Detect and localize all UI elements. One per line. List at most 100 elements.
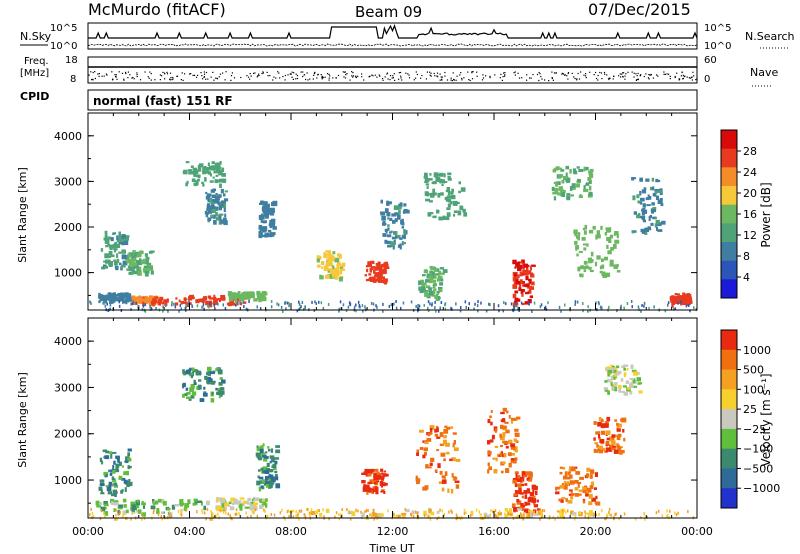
velocity-cell-2 [127,481,133,487]
power-cell-1 [142,301,145,307]
nave-dot [504,75,506,77]
power-speckle-cell [184,306,187,310]
power-cell-18 [675,299,681,304]
velocity-cell-3 [185,387,189,391]
power-cell-9 [340,264,345,267]
power-cell-9 [331,268,336,274]
nave-dot [575,79,578,81]
velocity-cell-8 [514,483,518,488]
velocity-cell-1 [233,498,238,502]
power-cell-7 [224,198,229,202]
power-colorbar-swatch [721,279,737,299]
power-cell-17 [655,220,660,225]
velocity-cell-1 [215,500,218,503]
velocity-cell-12 [310,511,316,515]
nave-dot [169,78,171,80]
power-speckle-cell [673,307,675,311]
power-cell-2 [178,299,181,303]
power-speckle-cell [106,302,108,306]
nave-dot [441,78,443,80]
velocity-speckle-cell [456,515,458,519]
velocity-cell-6 [453,476,458,480]
power-cell-18 [682,292,686,295]
velocity-cell-3 [186,396,191,399]
power-cell-10 [384,269,387,273]
velocity-cell-3 [218,393,221,399]
velocity-cell-0 [99,501,103,506]
power-speckle-cell [544,305,547,309]
velocity-colorbar-tick-label: 500 [743,364,764,377]
nave-dot [195,76,198,78]
power-cell-16 [614,239,620,244]
velocity-cell-2 [118,475,123,480]
power-cell-10 [384,261,388,265]
power-cell-16 [595,234,598,240]
power-cell-11 [394,231,398,236]
velocity-colorbar-swatch [721,488,737,509]
velocity-cell-11 [601,419,604,423]
power-cell-7 [210,215,214,218]
velocity-cell-11 [616,422,619,426]
nave-dot [408,74,410,76]
power-cell-2 [221,296,226,301]
velocity-speckle-cell [644,517,646,521]
velocity-cell-4 [274,473,278,477]
power-cell-13 [429,265,433,269]
power-cell-11 [402,210,406,214]
velocity-cell-7 [504,421,509,424]
power-cell-11 [403,203,407,207]
velocity-cell-0 [134,504,140,509]
power-cell-11 [380,199,383,204]
nave-dot [517,72,519,74]
power-cell-14 [530,264,536,267]
velocity-cell-1 [242,500,247,504]
nave-dot [450,77,452,79]
power-cell-0 [100,298,105,301]
nave-dot [530,77,532,79]
nave-dot [504,74,506,76]
velocity-cell-7 [490,410,493,413]
power-cell-6 [197,164,201,170]
nave-dot [633,76,635,78]
power-cell-7 [207,210,213,214]
velocity-cell-7 [508,439,513,444]
power-cell-6 [219,183,222,188]
velocity-speckle-cell [410,512,412,516]
velocity-cell-4 [267,446,270,449]
nave-dot [374,74,376,76]
power-cell-9 [337,253,341,257]
velocity-cell-5 [366,484,370,488]
velocity-cell-12 [578,511,581,515]
power-cell-17 [645,197,649,201]
power-cell-17 [642,203,646,208]
velocity-cell-4 [256,447,262,452]
velocity-cell-12 [530,512,534,518]
power-cell-9 [326,264,330,267]
nave-dot [169,72,172,74]
nave-dot [681,71,683,74]
velocity-cell-9 [570,495,574,500]
velocity-cell-6 [439,432,444,437]
power-cell-2 [164,300,168,306]
power-cell-8 [262,201,268,205]
nave-dot [636,79,638,81]
velocity-cell-4 [265,481,271,486]
power-cell-0 [111,299,116,303]
power-speckle-cell [288,304,290,308]
power-speckle-cell [178,309,180,313]
nave-dot [627,71,629,73]
velocity-speckle-cell [115,513,117,517]
velocity-cell-3 [203,386,206,390]
velocity-cell-4 [260,485,264,489]
velocity-speckle-cell [573,517,576,521]
power-speckle-cell [620,304,622,308]
power-speckle-cell [440,301,443,304]
nave-dot [413,79,415,81]
velocity-cell-8 [529,491,535,496]
velocity-cell-6 [424,441,429,445]
power-cell-9 [336,264,339,269]
velocity-cell-0 [104,511,109,516]
nave-dot [688,77,690,79]
